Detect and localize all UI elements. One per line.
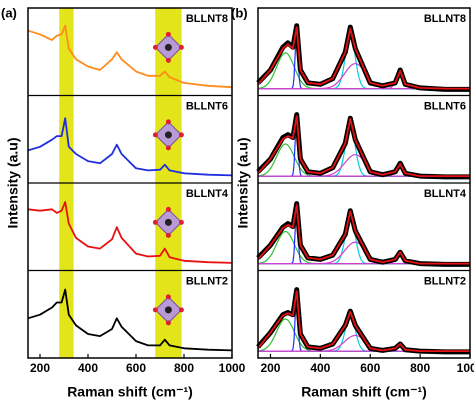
panel-label: (b)	[231, 5, 248, 20]
sample-label: BLLNT8	[186, 13, 228, 25]
spectrum-line	[257, 26, 470, 90]
x-tick-label: 1000	[219, 361, 246, 375]
x-tick-label: 800	[174, 361, 194, 375]
x-axis-label: Raman shift (cm⁻¹)	[301, 384, 427, 400]
atom-icon	[164, 43, 172, 51]
atom-icon	[164, 306, 172, 314]
atom-icon	[152, 132, 158, 138]
x-tick-label: 200	[260, 361, 280, 375]
spectrum-line	[27, 117, 233, 177]
spectrum-line	[257, 290, 470, 352]
atom-icon	[165, 294, 171, 300]
x-tick-label: 600	[360, 361, 380, 375]
panel-label: (a)	[1, 5, 17, 20]
measured-spectrum	[256, 287, 470, 355]
atom-icon	[178, 132, 184, 138]
atom-icon	[165, 206, 171, 212]
y-axis-label: Intensity (a.u)	[5, 137, 21, 228]
x-tick-label: 1000	[457, 361, 474, 375]
spectrum-line	[257, 115, 470, 177]
measured-spectrum	[256, 112, 470, 180]
atom-icon	[178, 219, 184, 225]
atom-icon	[164, 131, 172, 139]
spectrum-line	[27, 201, 233, 264]
sample-label: BLLNT6	[186, 100, 228, 112]
x-axis-label: Raman shift (cm⁻¹)	[67, 384, 193, 400]
atom-icon	[178, 44, 184, 50]
atom-icon	[165, 31, 171, 37]
x-tick-label: 400	[310, 361, 330, 375]
atom-icon	[164, 218, 172, 226]
spectrum-line	[257, 204, 470, 265]
sample-label: BLLNT2	[424, 275, 466, 287]
x-tick-label: 600	[126, 361, 146, 375]
fit-component	[258, 30, 470, 90]
atom-icon	[165, 232, 171, 238]
atom-icon	[152, 44, 158, 50]
atom-icon	[165, 320, 171, 326]
x-tick-label: 400	[78, 361, 98, 375]
atom-icon	[178, 307, 184, 313]
plot-frame	[257, 7, 471, 359]
sample-label: BLLNT8	[424, 13, 466, 25]
atom-icon	[152, 307, 158, 313]
x-tick-label: 800	[410, 361, 430, 375]
sample-label: BLLNT2	[186, 275, 228, 287]
measured-spectrum	[256, 201, 470, 267]
x-tick-label: 200	[30, 361, 50, 375]
atom-icon	[165, 57, 171, 63]
sample-label: BLLNT6	[424, 100, 466, 112]
sample-label: BLLNT4	[424, 188, 467, 200]
y-axis-label: Intensity (a.u)	[235, 137, 251, 228]
atom-icon	[165, 145, 171, 151]
fit-component	[258, 314, 470, 352]
plot-frame	[27, 7, 233, 359]
atom-icon	[152, 219, 158, 225]
spectrum-line	[27, 24, 233, 89]
sample-label: BLLNT4	[186, 188, 229, 200]
atom-icon	[165, 119, 171, 125]
spectrum-line	[27, 288, 233, 352]
